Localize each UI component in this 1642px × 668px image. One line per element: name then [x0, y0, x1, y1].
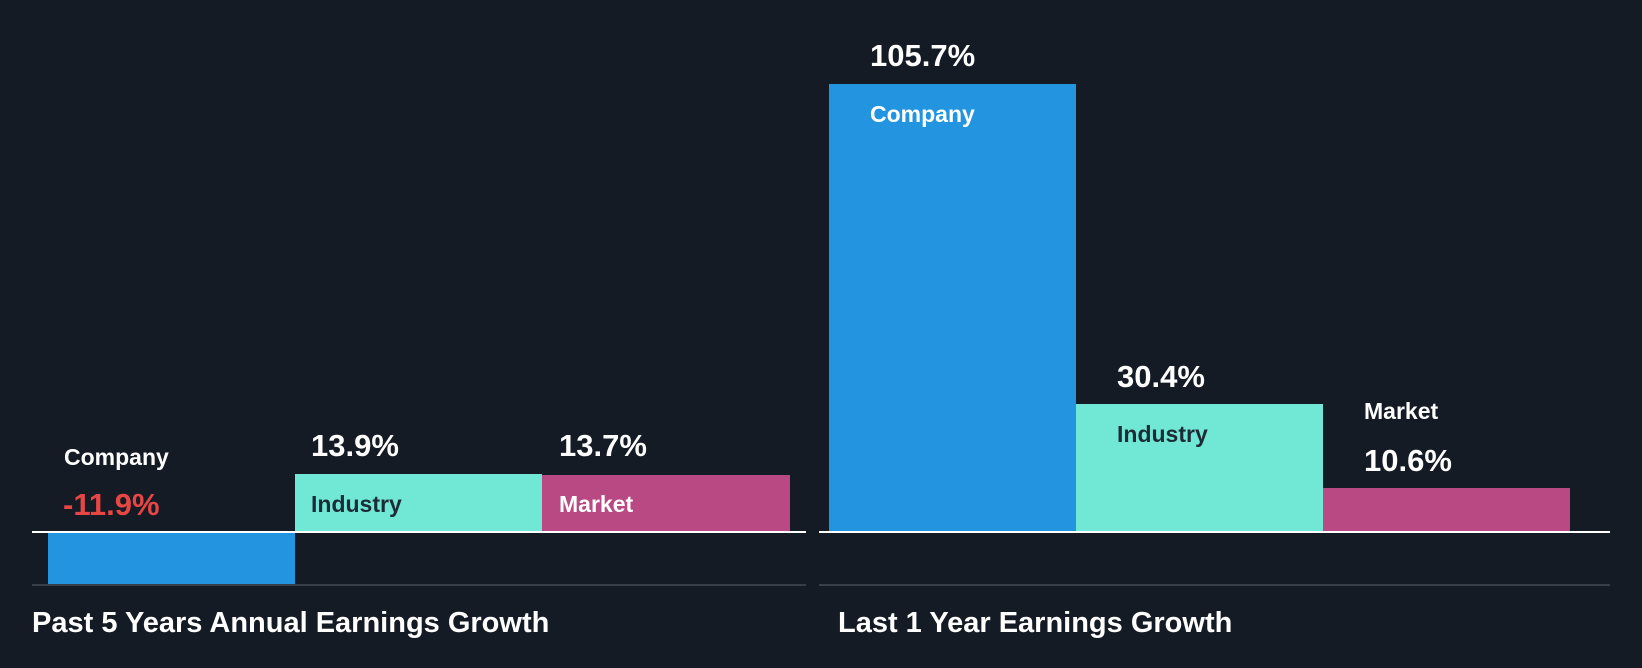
bar-market-5y: [542, 475, 790, 532]
label-industry-5y: Industry: [311, 491, 402, 517]
value-industry-5y: 13.9%: [311, 428, 399, 463]
bar-company-1y: [829, 84, 1076, 532]
zero-axis-1y: [819, 531, 1610, 533]
baseline-5y: [32, 584, 806, 586]
label-company-1y: Company: [870, 101, 975, 127]
value-company-1y: 105.7%: [870, 38, 976, 73]
baseline-1y: [819, 584, 1610, 586]
bar-industry-1y: [1076, 404, 1323, 532]
value-industry-1y: 30.4%: [1117, 359, 1205, 394]
bar-company-5y: [48, 532, 295, 584]
label-industry-1y: Industry: [1117, 421, 1208, 447]
chart-title-1y: Last 1 Year Earnings Growth: [838, 607, 1233, 639]
value-market-1y: 10.6%: [1364, 443, 1452, 478]
value-market-5y: 13.7%: [559, 428, 647, 463]
label-market-5y: Market: [559, 491, 634, 517]
label-company-5y: Company: [64, 444, 169, 470]
bar-industry-5y: [295, 474, 542, 532]
chart-title-5y: Past 5 Years Annual Earnings Growth: [32, 607, 550, 639]
bar-market-1y: [1323, 488, 1570, 532]
zero-axis-5y: [32, 531, 806, 533]
label-market-1y: Market: [1364, 398, 1439, 424]
value-company-5y: -11.9%: [63, 487, 160, 522]
